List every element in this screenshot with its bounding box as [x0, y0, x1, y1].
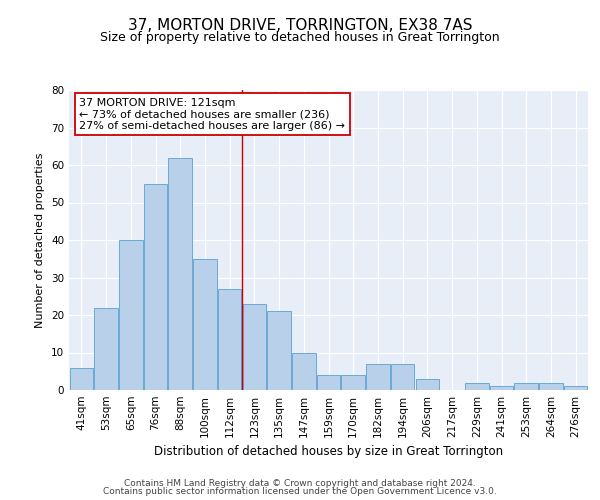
Bar — [317, 375, 340, 390]
Bar — [366, 364, 389, 390]
Text: Size of property relative to detached houses in Great Torrington: Size of property relative to detached ho… — [100, 31, 500, 44]
Bar — [193, 259, 217, 390]
Bar — [242, 304, 266, 390]
Bar — [416, 379, 439, 390]
Bar — [169, 158, 192, 390]
Y-axis label: Number of detached properties: Number of detached properties — [35, 152, 46, 328]
X-axis label: Distribution of detached houses by size in Great Torrington: Distribution of detached houses by size … — [154, 446, 503, 458]
Bar — [391, 364, 415, 390]
Bar — [94, 308, 118, 390]
Bar — [539, 382, 563, 390]
Bar — [292, 352, 316, 390]
Bar — [268, 311, 291, 390]
Bar — [490, 386, 513, 390]
Bar — [144, 184, 167, 390]
Bar — [218, 289, 241, 390]
Bar — [564, 386, 587, 390]
Text: Contains HM Land Registry data © Crown copyright and database right 2024.: Contains HM Land Registry data © Crown c… — [124, 478, 476, 488]
Text: 37, MORTON DRIVE, TORRINGTON, EX38 7AS: 37, MORTON DRIVE, TORRINGTON, EX38 7AS — [128, 18, 472, 32]
Bar — [514, 382, 538, 390]
Bar — [70, 368, 93, 390]
Text: Contains public sector information licensed under the Open Government Licence v3: Contains public sector information licen… — [103, 487, 497, 496]
Bar — [465, 382, 488, 390]
Bar — [341, 375, 365, 390]
Text: 37 MORTON DRIVE: 121sqm
← 73% of detached houses are smaller (236)
27% of semi-d: 37 MORTON DRIVE: 121sqm ← 73% of detache… — [79, 98, 346, 130]
Bar — [119, 240, 143, 390]
